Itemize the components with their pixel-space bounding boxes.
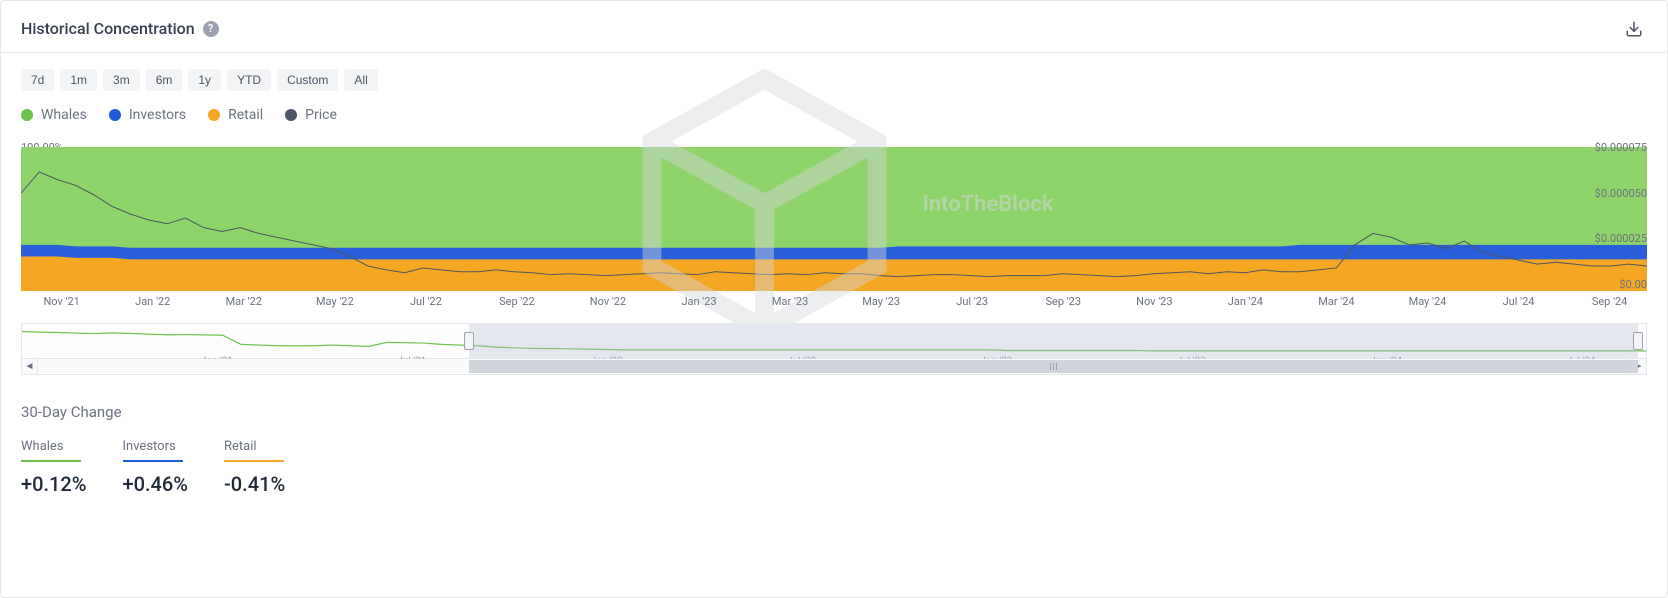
card-body: 7d 1m 3m 6m1y YTD Custom All Whales Investors Re… [1, 53, 1667, 597]
range-button-6m[interactable]: 6m [146, 69, 183, 91]
historical-concentration-card: Historical Concentration ? 7d 1m 3m 6m1y YTD… [0, 0, 1668, 598]
legend-item-whales[interactable]: Whales [21, 107, 87, 123]
x-tick: May '22 [316, 295, 354, 308]
x-tick: Jul '23 [956, 295, 988, 308]
x-tick: Jul '24 [1503, 295, 1535, 308]
x-tick: Jan '23 [681, 295, 716, 308]
scroll-thumb[interactable] [469, 360, 1638, 373]
x-tick: May '24 [1409, 295, 1447, 308]
scroll-grip-icon [1047, 363, 1059, 370]
range-navigator[interactable]: Jan '21Jul '21Jan '22Jul '22Jan '23Jul '… [21, 323, 1647, 359]
range-button-1m[interactable]: 1m [60, 69, 97, 91]
range-button-custom[interactable]: Custom [277, 69, 338, 91]
navigator-handle-left[interactable] [464, 332, 474, 350]
x-axis-ticks: Nov '21 Jan '22 Mar '22 May '22 Jul '22 Sep '… [21, 295, 1647, 311]
range-button-all[interactable]: All [344, 69, 377, 91]
main-chart[interactable]: 100.00%66.67%33.33%0.00% IntoTheBlock $0… [21, 141, 1647, 311]
change-item-retail: Retail -0.41% [224, 435, 285, 496]
legend-row: Whales Investors Retail Price [21, 107, 1647, 123]
x-tick: Mar '24 [1318, 295, 1354, 308]
download-icon[interactable] [1625, 20, 1643, 38]
time-range-row: 7d 1m 3m 6m1y YTD Custom All [21, 69, 1647, 91]
change-label: Retail [224, 439, 284, 462]
x-tick: May '23 [862, 295, 900, 308]
change-label: Whales [21, 439, 81, 462]
x-tick: Nov '22 [590, 295, 626, 308]
legend-label: Whales [41, 107, 87, 123]
legend-item-investors[interactable]: Investors [109, 107, 186, 123]
change-label: Investors [123, 439, 183, 462]
legend-label: Retail [228, 107, 263, 123]
legend-swatch [285, 109, 297, 121]
x-tick: Jan '22 [135, 295, 170, 308]
change-value: +0.12% [21, 472, 87, 496]
change-value: -0.41% [224, 472, 285, 496]
legend-swatch [21, 109, 33, 121]
x-tick: Jul '22 [410, 295, 442, 308]
x-tick: Mar '22 [226, 295, 262, 308]
legend-swatch [208, 109, 220, 121]
legend-item-price[interactable]: Price [285, 107, 337, 123]
change-item-whales: Whales +0.12% [21, 435, 87, 496]
change-value: +0.46% [123, 472, 189, 496]
legend-item-retail[interactable]: Retail [208, 107, 263, 123]
plot-area: IntoTheBlock [21, 147, 1647, 291]
x-tick: Sep '24 [1592, 295, 1628, 308]
range-button-3m[interactable]: 3m [103, 69, 140, 91]
x-tick: Sep '22 [499, 295, 535, 308]
title-wrap: Historical Concentration ? [21, 19, 219, 38]
legend-label: Investors [129, 107, 186, 123]
range-button-ytd[interactable]: YTD [227, 69, 271, 91]
scroll-left-arrow[interactable]: ◄ [22, 359, 38, 374]
card-title: Historical Concentration [21, 19, 195, 38]
x-tick: Sep '23 [1045, 295, 1081, 308]
legend-label: Price [305, 107, 337, 123]
navigator-selection[interactable] [469, 324, 1638, 358]
navigator-handle-right[interactable] [1633, 332, 1643, 350]
x-tick: Nov '23 [1136, 295, 1172, 308]
change-30d-title: 30-Day Change [21, 403, 1647, 421]
change-30d-section: 30-Day Change Whales +0.12% Investors +0.46… [21, 403, 1647, 496]
x-tick: Jan '24 [1228, 295, 1263, 308]
card-header: Historical Concentration ? [1, 1, 1667, 53]
range-button-7d[interactable]: 7d [21, 69, 54, 91]
range-button-1y[interactable]: 1y [188, 69, 221, 91]
change-item-investors: Investors +0.46% [123, 435, 189, 496]
navigator-scrollbar[interactable]: ◄ ► [21, 359, 1647, 375]
change-30d-row: Whales +0.12% Investors +0.46% Retail -0.41% [21, 435, 1647, 496]
help-icon[interactable]: ? [203, 21, 219, 37]
x-tick: Nov '21 [43, 295, 79, 308]
legend-swatch [109, 109, 121, 121]
x-tick: Mar '23 [772, 295, 808, 308]
